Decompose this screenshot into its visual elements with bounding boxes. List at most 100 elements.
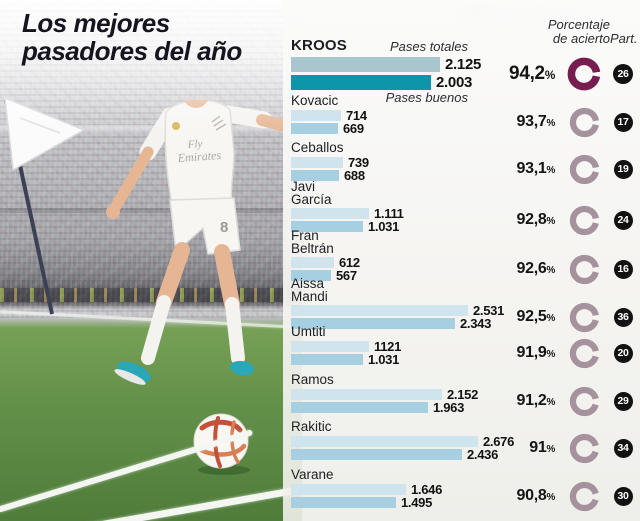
accuracy-donut-icon <box>568 253 601 291</box>
player-row-varane: Varane 1.646 1.495 90,8% 30 <box>283 467 640 521</box>
accuracy-percent: 93,1% <box>516 160 556 178</box>
participation-badge: 16 <box>613 259 633 279</box>
bar-pases-totales-fill <box>291 341 369 352</box>
bar-pases-buenos-value: 1.963 <box>433 400 465 415</box>
bar-pases-totales: 612 <box>291 255 360 270</box>
percent-sign: % <box>544 68 555 82</box>
bar-pases-totales-value: 612 <box>339 255 360 270</box>
player-name: Umtiti <box>291 324 326 339</box>
title-line-1: Los mejores <box>22 8 170 38</box>
accuracy-donut-icon <box>568 480 601 518</box>
accuracy-percent: 91,2% <box>516 392 556 410</box>
bar-pases-totales-value: 739 <box>348 155 369 170</box>
bar-pases-buenos-value: 2.436 <box>467 447 499 462</box>
stadium-photo: Fly Emirates 8 <box>0 0 325 521</box>
accuracy-donut-icon <box>568 204 601 242</box>
bar-pases-totales: 1.111 <box>291 206 404 221</box>
participation-badge: 34 <box>613 438 633 458</box>
bar-pases-totales: 1.646 <box>291 482 442 497</box>
percent-sign: % <box>546 265 555 276</box>
accuracy-percent-value: 91,2 <box>516 392 547 409</box>
bar-pases-totales-fill <box>291 110 341 121</box>
bar-pases-buenos-fill <box>291 123 338 134</box>
bar-pases-buenos: 2.343 <box>291 316 504 331</box>
accuracy-percent-value: 94,2 <box>509 62 545 84</box>
pass-bars: 612 567 <box>291 255 360 283</box>
participation-badge: 36 <box>613 307 633 327</box>
accuracy-percent-value: 91,9 <box>516 344 547 361</box>
jersey-sponsor-text: Fly <box>186 138 203 151</box>
percent-sign: % <box>546 216 555 227</box>
bar-pases-buenos-fill <box>291 449 462 460</box>
bar-pases-totales: 2.676 <box>291 434 514 449</box>
bar-pases-totales: 2.152 <box>291 387 478 402</box>
pass-bars: 2.125 2.003 <box>291 56 481 93</box>
bar-pases-totales: 1121 <box>291 339 401 354</box>
bar-pases-buenos-fill <box>291 354 363 365</box>
accuracy-percent-value: 92,6 <box>516 260 547 277</box>
player-name: KROOS <box>291 37 348 54</box>
accuracy-percent-value: 93,7 <box>516 113 547 130</box>
bar-pases-buenos-fill <box>291 221 363 232</box>
accuracy-percent: 92,5% <box>516 308 556 326</box>
player-row-aissa-mandi: Aissa Mandi 2.531 2.343 92,5% 36 <box>283 277 640 332</box>
player-row-kroos: KROOS 2.125 2.003 94,2% 26 <box>283 37 640 97</box>
accuracy-percent-value: 92,5 <box>516 308 547 325</box>
pass-bars: 739 688 <box>291 155 369 183</box>
player-name: Javi García <box>291 179 332 207</box>
bar-pases-buenos-fill <box>291 497 396 508</box>
bar-pases-buenos-fill <box>291 75 431 90</box>
accuracy-percent-value: 91 <box>529 439 547 456</box>
bar-pases-buenos-fill <box>291 170 339 181</box>
percent-sign: % <box>546 444 555 455</box>
player-name: Varane <box>291 467 334 482</box>
pass-bars: 2.152 1.963 <box>291 387 478 415</box>
bar-pases-totales-fill <box>291 157 343 168</box>
player-name: Rakitic <box>291 419 332 434</box>
accuracy-donut-icon <box>568 106 601 144</box>
percent-sign: % <box>546 165 555 176</box>
accuracy-donut-icon <box>568 385 601 423</box>
pass-bars: 2.531 2.343 <box>291 303 505 331</box>
page-title: Los mejores pasadores del año <box>22 8 242 65</box>
participation-badge: 17 <box>613 112 633 132</box>
player-row-ramos: Ramos 2.152 1.963 91,2% 29 <box>283 372 640 428</box>
accuracy-donut-icon <box>568 337 601 375</box>
accuracy-percent-value: 93,1 <box>516 160 547 177</box>
bar-pases-buenos-fill <box>291 270 331 281</box>
bar-pases-buenos-value: 1.031 <box>368 219 400 234</box>
player-row-umtiti: Umtiti 1121 1.031 91,9% 20 <box>283 324 640 380</box>
bar-pases-totales-fill <box>291 57 440 72</box>
player-row-javi-garcía: Javi García 1.111 1.031 92,8% 24 <box>283 179 640 235</box>
svg-text:Emirates: Emirates <box>176 148 222 165</box>
bar-pases-buenos-value: 2.343 <box>460 316 492 331</box>
bar-pases-totales-fill <box>291 257 334 268</box>
accuracy-donut-icon <box>566 56 602 97</box>
bar-pases-buenos: 2.436 <box>291 447 514 462</box>
bar-pases-buenos-value: 669 <box>343 121 364 136</box>
pass-bars: 714 669 <box>291 108 367 136</box>
participation-badge: 24 <box>613 210 633 230</box>
participation-badge: 30 <box>613 486 633 506</box>
bar-pases-buenos: 1.495 <box>291 495 442 510</box>
accuracy-percent: 94,2% <box>509 63 555 85</box>
bar-pases-totales-fill <box>291 436 478 447</box>
bar-pases-buenos-value: 2.003 <box>436 74 473 91</box>
participation-badge: 26 <box>613 63 633 84</box>
pass-bars: 1.646 1.495 <box>291 482 442 510</box>
bar-pases-totales-value: 2.531 <box>473 303 505 318</box>
pass-bars: 1121 1.031 <box>291 339 401 367</box>
player-illustration: Fly Emirates 8 <box>106 100 302 385</box>
bar-pases-totales: 714 <box>291 108 367 123</box>
percent-sign: % <box>546 118 555 129</box>
accuracy-percent: 91% <box>529 439 555 457</box>
bar-pases-totales-value: 1.111 <box>374 206 404 221</box>
percent-sign: % <box>546 492 555 503</box>
bar-pases-buenos-fill <box>291 402 428 413</box>
participation-badge: 29 <box>613 391 633 411</box>
bar-pases-totales-fill <box>291 484 406 495</box>
player-row-ceballos: Ceballos 739 688 93,1% 19 <box>283 141 640 196</box>
bar-pases-totales-fill <box>291 389 442 400</box>
bar-pases-buenos: 1.031 <box>291 219 404 234</box>
player-name: Ramos <box>291 372 334 387</box>
